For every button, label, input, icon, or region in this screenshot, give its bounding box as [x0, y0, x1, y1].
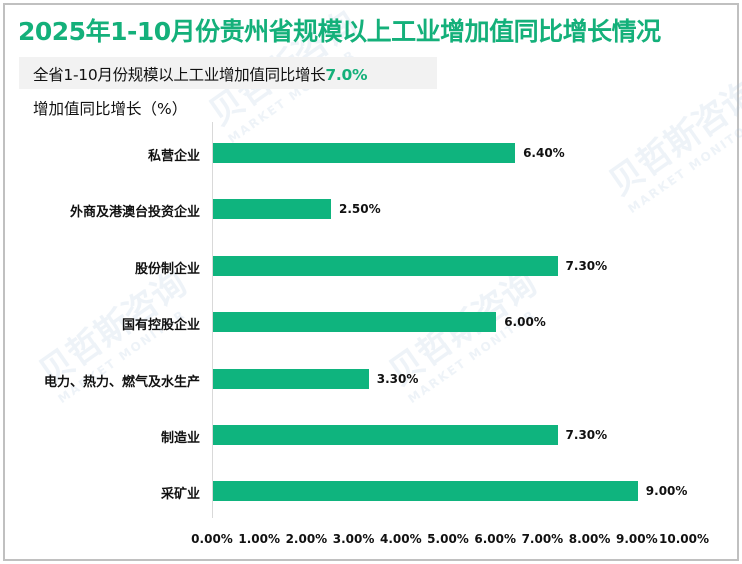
data-label: 2.50% — [339, 202, 381, 217]
category-label: 制造业 — [160, 431, 200, 446]
bar[interactable] — [213, 199, 331, 220]
x-tick-label: 6.00% — [474, 532, 517, 546]
bar[interactable] — [213, 312, 497, 333]
subtitle-highlight-value: 7.0% — [325, 66, 368, 84]
data-label: 7.30% — [565, 428, 608, 442]
chart-frame — [3, 3, 739, 561]
chart-title: 2025年1-10月份贵州省规模以上工业增加值同比增长情况 — [18, 17, 661, 46]
bar[interactable] — [213, 143, 516, 163]
data-label: 6.40% — [523, 146, 565, 160]
category-label: 私营企业 — [147, 149, 200, 164]
x-tick-label: 0.00% — [191, 532, 233, 546]
x-tick-label: 5.00% — [427, 532, 469, 546]
data-label: 9.00% — [645, 484, 688, 499]
category-label: 采矿业 — [160, 487, 200, 503]
data-label: 6.00% — [504, 315, 546, 330]
bar[interactable] — [213, 481, 638, 502]
x-tick-label: 7.00% — [521, 532, 564, 546]
bar[interactable] — [213, 255, 558, 276]
chart-subtitle: 全省1-10月份规模以上工业增加值同比增长7.0% — [33, 66, 368, 84]
x-tick-label: 4.00% — [379, 532, 422, 546]
category-axis-line — [212, 122, 213, 518]
bar[interactable] — [213, 425, 558, 445]
x-tick-label: 10.00% — [659, 532, 709, 546]
category-label: 电力、热力、燃气及水生产 — [43, 374, 200, 390]
data-label: 3.30% — [376, 371, 419, 386]
y-axis-label: 增加值同比增长（%） — [33, 100, 188, 118]
subtitle-box — [19, 57, 437, 89]
x-tick-label: 9.00% — [615, 532, 658, 546]
x-tick-label: 1.00% — [238, 532, 281, 546]
x-tick-label: 8.00% — [568, 532, 611, 546]
category-label: 股份制企业 — [134, 261, 200, 277]
bar[interactable] — [213, 368, 369, 389]
x-tick-label: 3.00% — [332, 532, 375, 546]
data-label: 7.30% — [565, 258, 608, 273]
x-tick-label: 2.00% — [285, 532, 328, 546]
category-label: 外商及港澳台投资企业 — [69, 205, 200, 221]
category-label: 国有控股企业 — [121, 318, 200, 334]
